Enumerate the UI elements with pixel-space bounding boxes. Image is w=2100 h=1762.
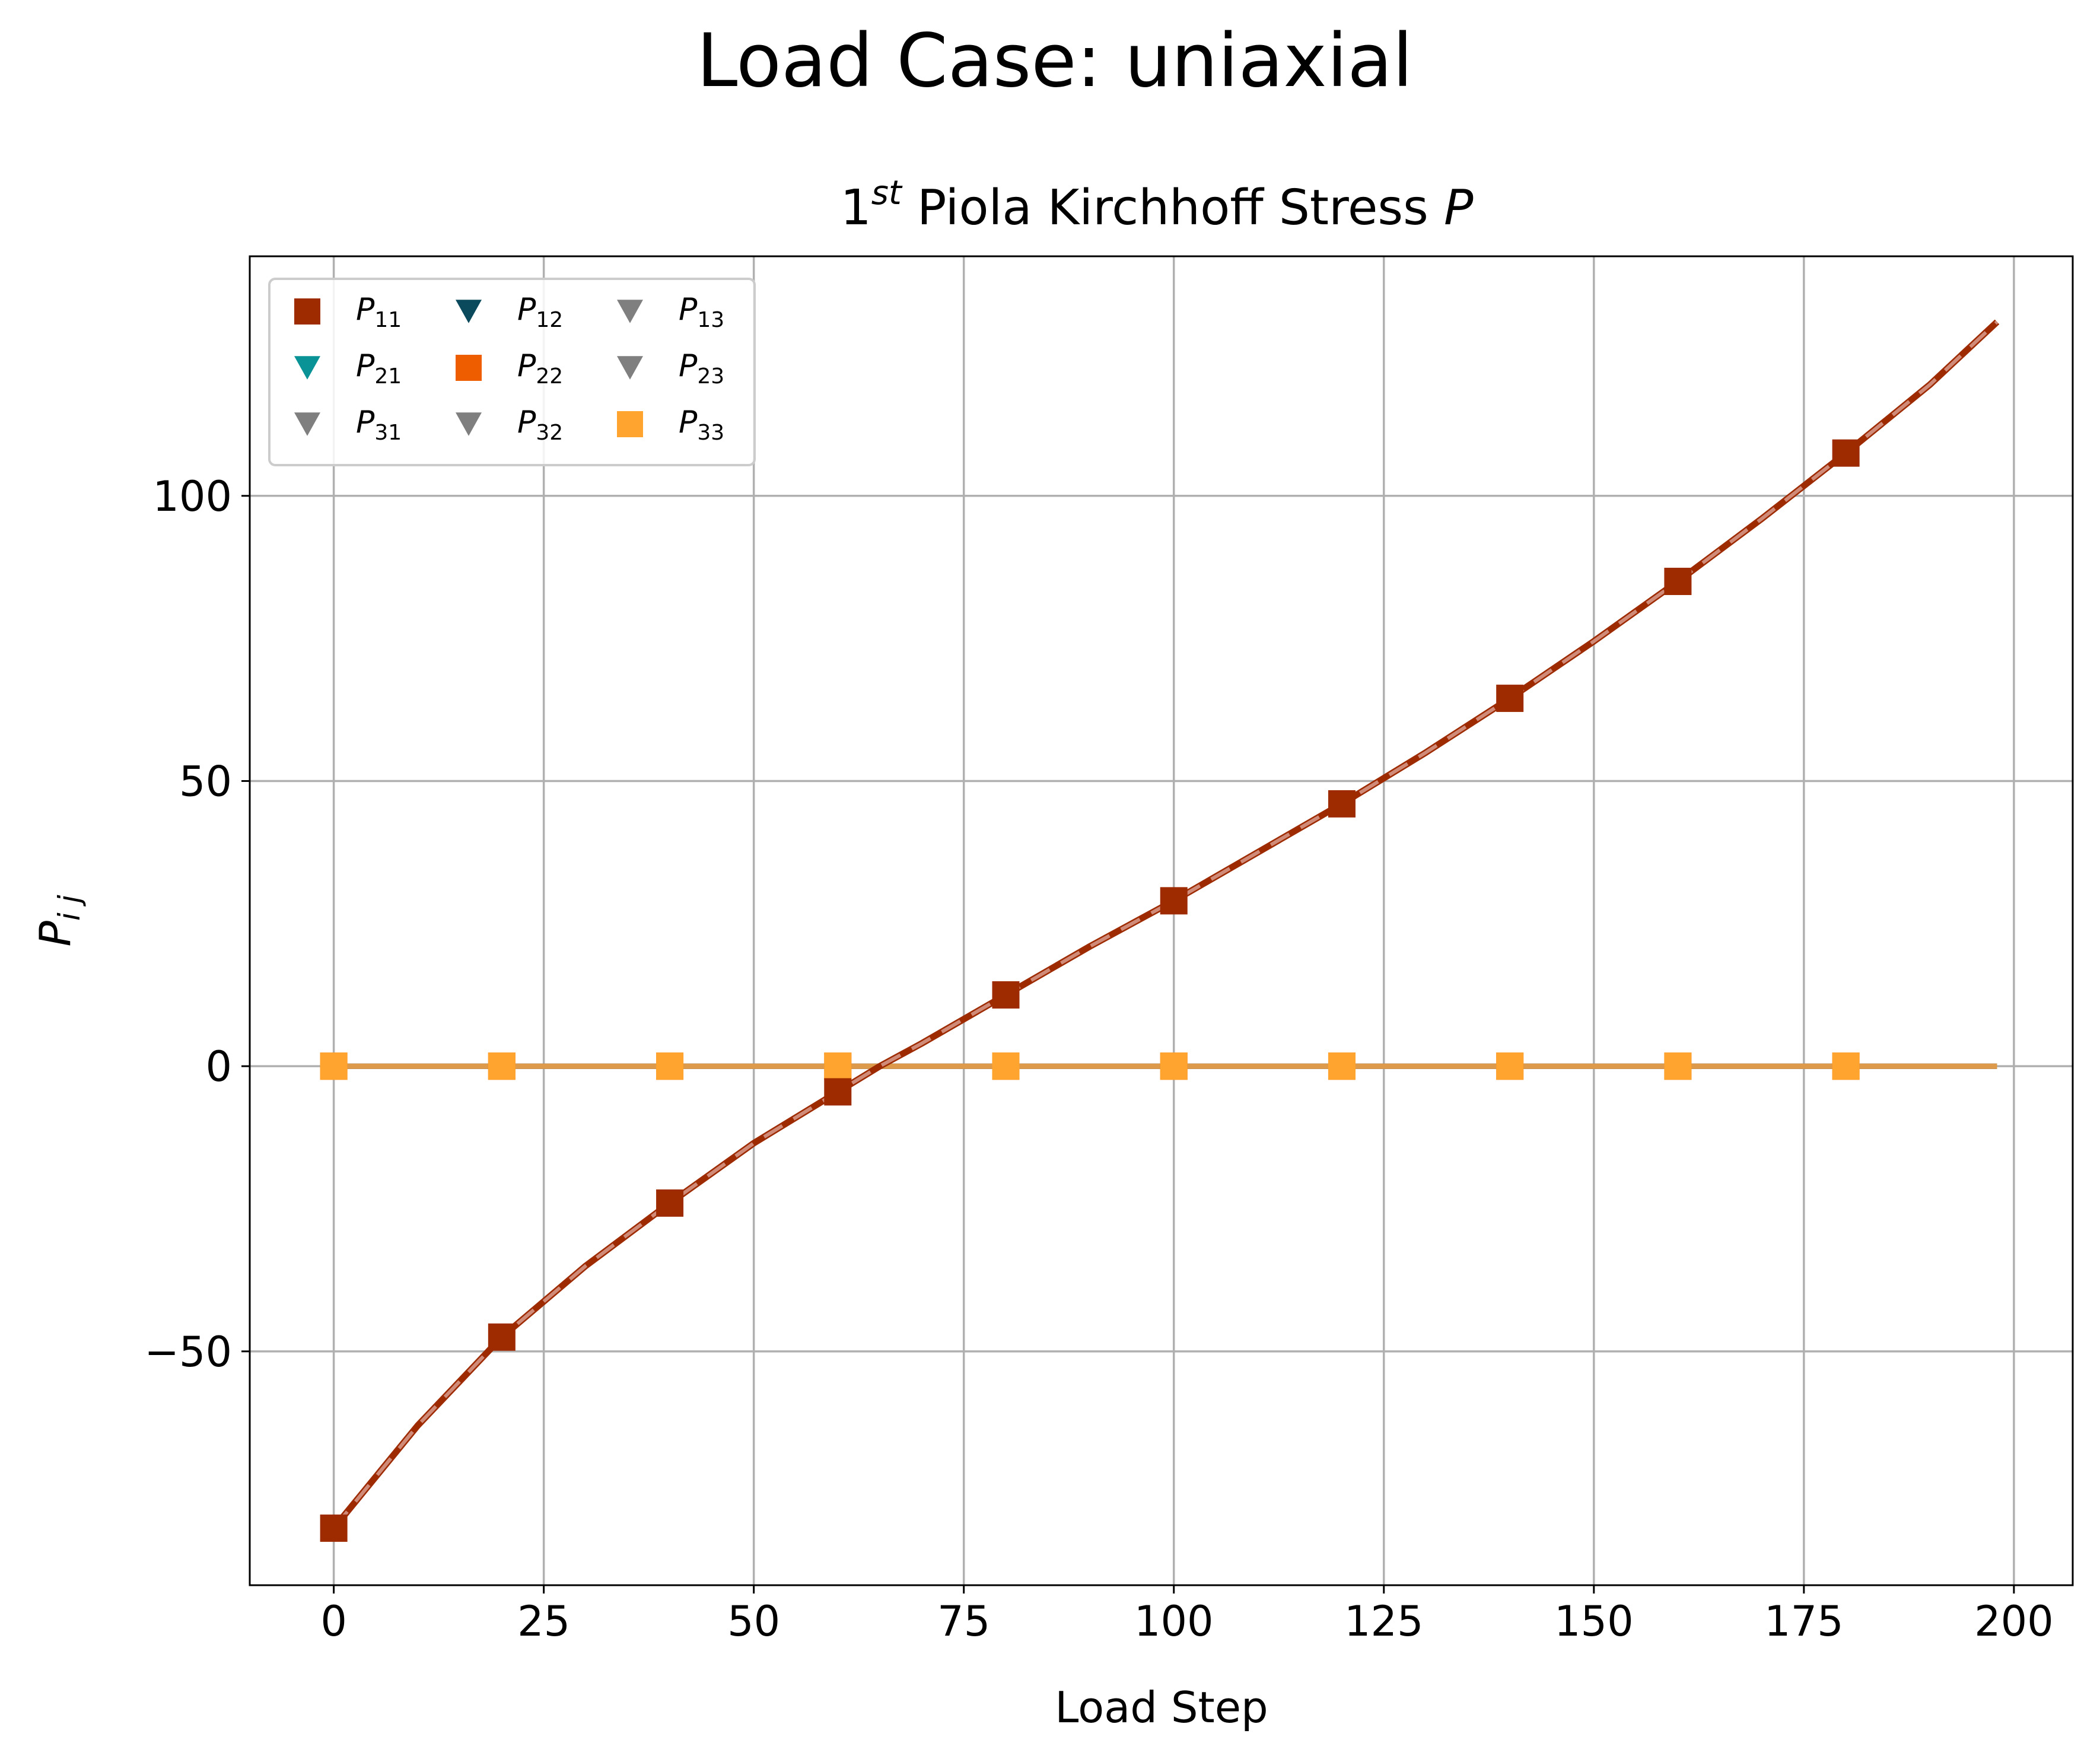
legend-label-subscript: 33	[697, 421, 724, 445]
series-line-p11-reference	[332, 320, 1999, 1529]
legend-label-base: P	[679, 292, 698, 327]
legend-label-p21: P21	[356, 348, 402, 389]
legend-label-base: P	[517, 348, 536, 384]
legend-label-subscript: 21	[374, 364, 402, 389]
legend-label-p13: P13	[679, 292, 724, 332]
marker-p11	[1496, 685, 1524, 713]
y-tick-label: 50	[179, 757, 232, 806]
legend-label-p12: P12	[517, 292, 563, 332]
legend-label-p23: P23	[679, 348, 724, 389]
legend-label-base: P	[679, 348, 698, 384]
marker-p11	[1328, 790, 1356, 818]
legend-label-subscript: 12	[536, 308, 563, 332]
title-rest: Piola Kirchhoff Stress	[902, 180, 1444, 236]
marker-p11	[1664, 567, 1692, 595]
x-tick-label: 200	[1974, 1597, 2054, 1646]
legend-marker-p23	[617, 356, 643, 380]
x-tick-label: 50	[727, 1597, 780, 1646]
marker-p11	[824, 1078, 852, 1106]
title-superscript: st	[871, 174, 903, 212]
legend-label-base: P	[517, 292, 536, 327]
marker-p33	[1832, 1052, 1860, 1080]
legend-label-base: P	[356, 292, 375, 327]
legend-label-base: P	[679, 405, 698, 440]
x-tick-label: 150	[1554, 1597, 1634, 1646]
legend-item-p33: P33	[617, 405, 724, 445]
marker-p33	[488, 1052, 516, 1080]
marker-p33	[320, 1052, 348, 1080]
legend-marker-p31	[294, 412, 320, 436]
x-tick-label: 0	[320, 1597, 347, 1646]
series-markers	[320, 439, 1860, 1542]
x-axis-label: Load Step	[1055, 1683, 1268, 1732]
legend-marker-p21	[294, 356, 320, 380]
y-label-base: P	[30, 921, 80, 947]
marker-p33	[1160, 1052, 1188, 1080]
marker-p11	[488, 1323, 516, 1351]
legend-label-p11: P11	[356, 292, 402, 332]
legend-label-p31: P31	[356, 405, 402, 445]
legend-item-p12: P12	[456, 292, 563, 332]
legend-label-subscript: 23	[697, 364, 724, 389]
legend-label-subscript: 32	[536, 421, 563, 445]
y-axis-label: Pi j	[30, 895, 87, 946]
chart-title: 1st Piola Kirchhoff Stress P	[841, 174, 1474, 236]
legend-item-p32: P32	[456, 405, 563, 445]
marker-p33	[656, 1052, 684, 1080]
legend-marker-p13	[617, 300, 643, 323]
x-tick-label: 175	[1764, 1597, 1844, 1646]
y-label-subscript: i j	[52, 895, 87, 921]
legend-item-p31: P31	[294, 405, 402, 445]
legend-label-base: P	[356, 405, 375, 440]
marker-p33	[824, 1052, 852, 1080]
x-tick-label: 25	[517, 1597, 570, 1646]
axis-ticks: 0 25 50 75 100 125 150 175 200 −50 0 50 100	[144, 472, 2053, 1646]
legend-label-p22: P22	[517, 348, 563, 389]
marker-p11	[1160, 887, 1188, 915]
legend-item-p11: P11	[294, 292, 402, 332]
legend-label-subscript: 22	[536, 364, 563, 389]
series-lines	[331, 319, 2000, 1531]
y-tick-label: 100	[152, 472, 232, 521]
marker-p33	[1328, 1052, 1356, 1080]
marker-p11	[992, 981, 1020, 1009]
x-tick-label: 75	[937, 1597, 990, 1646]
legend-marker-p11	[294, 298, 320, 325]
y-tick-label: 0	[205, 1042, 232, 1091]
title-base: 1	[841, 180, 871, 236]
marker-p11	[656, 1189, 684, 1217]
legend-item-p23: P23	[617, 348, 724, 389]
legend-marker-p22	[456, 355, 482, 381]
title-symbol: P	[1444, 180, 1474, 236]
figure-suptitle: Load Case: uniaxial	[696, 18, 1412, 104]
legend-label-subscript: 11	[374, 308, 402, 332]
x-tick-label: 100	[1134, 1597, 1214, 1646]
plot-frame	[249, 255, 2074, 1586]
marker-p11	[1832, 439, 1860, 467]
y-tick-label: −50	[144, 1328, 232, 1376]
legend-label-p33: P33	[679, 405, 724, 445]
legend-marker-p33	[617, 411, 643, 437]
marker-p33	[992, 1052, 1020, 1080]
legend-label-subscript: 13	[697, 308, 724, 332]
x-tick-label: 125	[1344, 1597, 1424, 1646]
legend-label-base: P	[517, 405, 536, 440]
legend-label-base: P	[356, 348, 375, 384]
marker-p33	[1496, 1052, 1524, 1080]
legend-label-subscript: 31	[374, 421, 402, 445]
legend-item-p21: P21	[294, 348, 402, 389]
marker-p33	[1664, 1052, 1692, 1080]
legend-marker-p32	[456, 412, 482, 436]
legend-marker-p12	[456, 300, 482, 323]
legend-item-p13: P13	[617, 292, 724, 332]
legend-item-p22: P22	[456, 348, 563, 389]
legend-label-p32: P32	[517, 405, 563, 445]
marker-p11	[320, 1514, 348, 1542]
